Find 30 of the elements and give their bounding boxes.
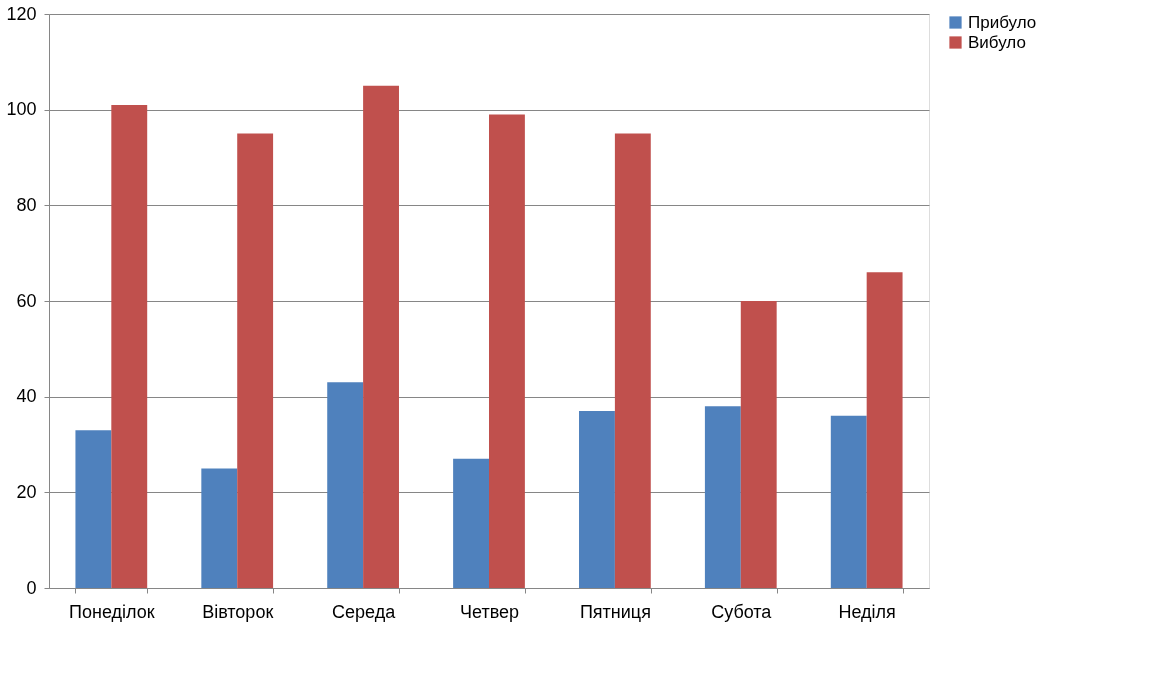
y-tick-label: 20 <box>16 481 37 502</box>
y-tick-label: 0 <box>26 577 37 598</box>
legend-label: Прибуло <box>968 12 1037 32</box>
x-tick-label: Пятниця <box>579 601 651 622</box>
x-tick-label: Вівторок <box>202 601 274 622</box>
legend-label: Вибуло <box>968 32 1026 52</box>
y-tick-label: 40 <box>16 386 37 407</box>
bar <box>453 458 489 588</box>
x-tick-label: Неділя <box>838 601 896 622</box>
y-tick-label: 80 <box>16 194 37 215</box>
x-tick-label: Субота <box>711 601 773 622</box>
bar <box>363 85 399 588</box>
bar <box>579 411 615 588</box>
bar <box>237 133 274 588</box>
bar <box>866 272 903 588</box>
x-tick-label: Понеділок <box>69 601 155 622</box>
y-tick-label: 60 <box>16 290 37 311</box>
x-tick-label: Четвер <box>459 601 520 622</box>
bar <box>327 382 364 588</box>
bar <box>75 430 112 588</box>
y-tick-label: 100 <box>6 99 37 120</box>
bar <box>489 114 525 588</box>
bar <box>830 415 867 588</box>
bar <box>614 133 651 588</box>
x-tick-label: Середа <box>332 601 397 622</box>
bar <box>740 301 777 588</box>
bar <box>704 406 741 588</box>
y-tick-label: 120 <box>6 3 37 24</box>
bar <box>201 468 238 588</box>
bar <box>111 104 148 588</box>
